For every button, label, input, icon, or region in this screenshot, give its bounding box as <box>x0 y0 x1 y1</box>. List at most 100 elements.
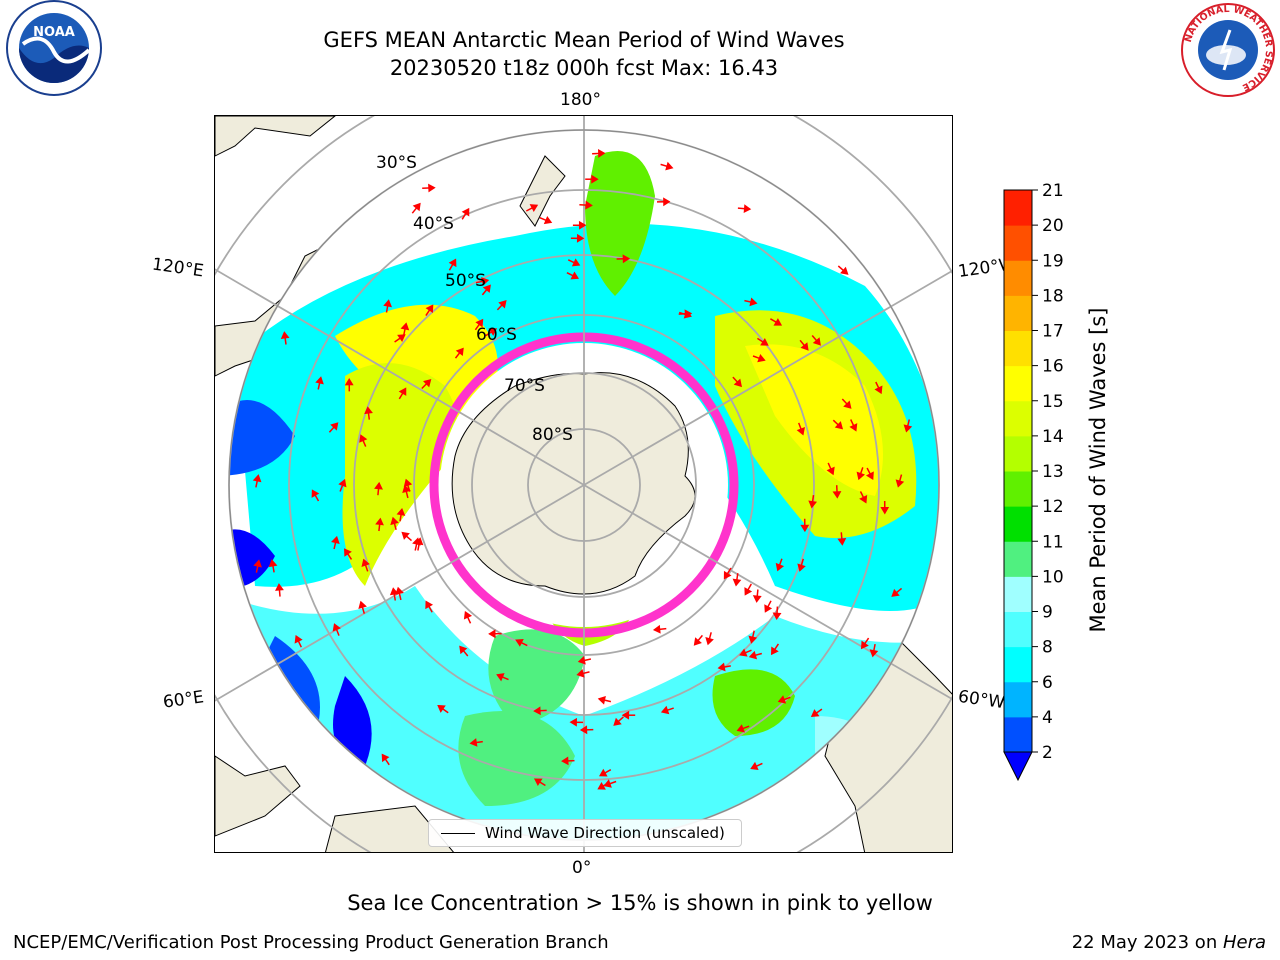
colorbar-tick-label: 15 <box>1042 392 1064 412</box>
wave-arrow-head <box>469 738 478 747</box>
wave-arrow-head <box>597 781 606 790</box>
wave-arrow-head <box>832 491 842 499</box>
footer-date: 22 May 2023 on Hera <box>1072 932 1266 953</box>
wave-arrow-head <box>475 318 484 328</box>
wave-arrow-head <box>401 531 410 540</box>
colorbar-band <box>1004 295 1032 331</box>
colorbar-tick-label: 21 <box>1042 181 1064 201</box>
colorbar-tick-label: 13 <box>1042 462 1064 482</box>
wave-arrow-head <box>834 421 844 430</box>
wave-arrow-head <box>800 524 810 533</box>
wave-arrow-head <box>800 342 809 351</box>
lon-label-60e: 60°E <box>161 687 206 713</box>
wave-arrow-head <box>826 466 835 476</box>
wave-arrow-head <box>723 570 732 580</box>
lon-label-180: 180° <box>560 90 601 110</box>
colorbar-band <box>1004 435 1032 472</box>
wave-arrow-head <box>463 610 473 620</box>
wave-arrow-head <box>496 673 505 682</box>
colorbar-tick-label: 2 <box>1042 743 1053 763</box>
wave-arrow-head <box>597 695 606 705</box>
wave-arrow-head <box>437 704 446 713</box>
wave-arrow-head <box>577 656 586 665</box>
wave-arrow-head <box>361 558 370 568</box>
wave-arrow-head <box>891 588 900 597</box>
wave-arrow-head <box>533 778 543 787</box>
colorbar-label: Mean Period of Wind Waves [s] <box>1086 307 1110 633</box>
colorbar: 2 4 6 8 9 10 11 12 13 14 15 16 17 18 19 20 21 <box>1003 181 1064 782</box>
title-line-1: GEFS MEAN Antarctic Mean Period of Wind … <box>323 28 845 52</box>
colorbar-tick-label: 16 <box>1042 357 1064 377</box>
colorbar-band <box>1004 681 1032 718</box>
colorbar-band <box>1004 541 1032 577</box>
lon-label-0: 0° <box>572 858 592 878</box>
polar-map <box>214 115 953 853</box>
colorbar-band <box>1004 506 1032 542</box>
colorbar-tick-label: 6 <box>1042 673 1053 693</box>
wave-arrow-head <box>621 710 630 720</box>
lon-label-120e: 120°E <box>150 254 205 282</box>
wave-arrow-head <box>332 623 341 632</box>
wave-arrow-head <box>252 474 262 483</box>
wave-arrow-head <box>613 717 622 726</box>
svg-text:NOAA: NOAA <box>33 25 75 40</box>
wave-arrow-head <box>294 634 303 644</box>
wave-arrow-head <box>660 705 670 715</box>
colorbar-band <box>1004 576 1032 612</box>
wave-arrow-head <box>280 331 290 340</box>
wave-arrow-head <box>461 207 470 217</box>
wave-arrow-head <box>383 299 392 308</box>
colorbar-band <box>1004 400 1032 437</box>
colorbar-band <box>1004 225 1032 261</box>
wave-arrow-head <box>771 646 779 656</box>
wave-arrow-head <box>757 354 766 363</box>
wave-arrow-head <box>874 385 883 395</box>
colorbar-tick-label: 10 <box>1042 567 1064 587</box>
wave-arrow-head <box>869 649 879 658</box>
wave-arrow-head <box>423 378 432 388</box>
footer-date-text: 22 May 2023 on <box>1071 932 1223 953</box>
wave-arrow-head <box>364 406 373 415</box>
legend-label: Wind Wave Direction (unscaled) <box>485 824 725 842</box>
wave-arrow-head <box>579 725 588 735</box>
wave-arrow-head <box>665 161 674 171</box>
wave-arrow-head <box>455 347 464 357</box>
wave-arrow-head <box>253 559 262 568</box>
wave-arrow-head <box>663 197 671 207</box>
wave-arrow-head <box>338 478 347 488</box>
wave-arrow-head <box>599 768 608 777</box>
wave-arrow-head <box>412 202 421 212</box>
colorbar-bands <box>1003 189 1033 782</box>
wave-arrow-head <box>482 284 491 293</box>
wave-arrow-head <box>591 174 599 184</box>
colorbar-band <box>1004 716 1032 753</box>
wave-arrow-head <box>331 535 340 545</box>
wave-arrow-head <box>652 624 661 634</box>
lat-label-40s: 40°S <box>413 214 454 234</box>
lat-label-70s: 70°S <box>504 376 545 396</box>
wave-arrow-head <box>375 517 384 526</box>
map-svg <box>215 116 952 852</box>
wave-arrow-head <box>880 507 890 515</box>
wave-arrow-head <box>395 586 404 595</box>
wave-arrow-head <box>570 271 580 280</box>
wave-arrow-head <box>749 297 758 307</box>
colorbar-tick-label: 19 <box>1042 251 1064 271</box>
wave-arrow-head <box>736 724 745 733</box>
colorbar-tick-label: 20 <box>1042 216 1064 236</box>
wave-arrow-head <box>764 604 773 613</box>
wave-arrow-head <box>743 204 752 213</box>
wave-arrow-head <box>903 424 913 433</box>
wave-arrow-head <box>683 310 692 319</box>
wave-arrow-head <box>598 148 606 158</box>
wave-arrow-head <box>396 507 406 516</box>
wave-arrow-head <box>732 578 742 587</box>
colorbar-tick-label: 17 <box>1042 322 1064 342</box>
wave-arrow-head <box>578 220 587 230</box>
legend-line-sample <box>441 832 475 834</box>
colorbar-tick-label: 14 <box>1042 427 1064 447</box>
wave-arrow-head <box>533 706 541 716</box>
wave-arrow-head <box>797 563 806 572</box>
wave-arrow-head <box>343 548 352 557</box>
wave-arrow-head <box>428 183 436 193</box>
